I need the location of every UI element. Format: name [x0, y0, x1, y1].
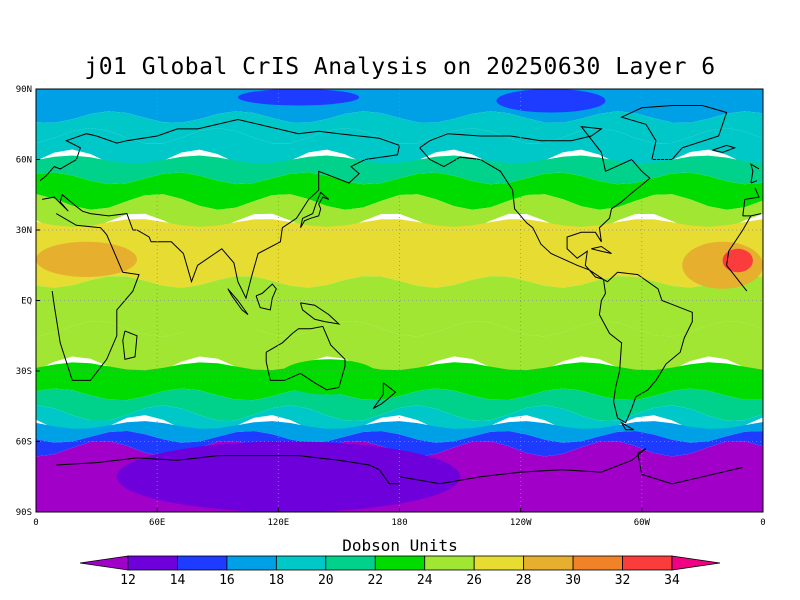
gridlines: [36, 89, 763, 512]
colorbar-segment: [424, 555, 475, 571]
colorbar-tick-label: 28: [516, 573, 532, 588]
lat-tick-label: 30S: [16, 367, 32, 377]
colorbar-tick-label: 22: [367, 573, 383, 588]
colorbar-tick-label: 12: [120, 573, 136, 588]
longitude-axis: 0 60E 120E 180 120W 60W 0: [33, 508, 766, 528]
colorbar-segment: [374, 555, 426, 571]
colorbar-tick-label: 26: [466, 573, 482, 588]
coastlines: [39, 105, 762, 485]
field-band: [36, 111, 763, 144]
coastline: [620, 105, 728, 160]
colorbar-tick-label: 32: [615, 573, 631, 588]
coastline: [51, 213, 752, 381]
colorbar-segment: [523, 555, 574, 571]
colorbar-tick-label: 34: [664, 573, 680, 588]
colorbar-segment: [226, 555, 277, 571]
coastline: [620, 421, 635, 431]
lon-tick-label: 60W: [634, 518, 651, 528]
coastline: [372, 382, 397, 410]
coastline: [122, 330, 138, 360]
colorbar-title: Dobson Units: [342, 536, 458, 555]
colorbar-tick-label: 18: [269, 573, 285, 588]
field-patch: [278, 359, 380, 395]
lat-tick-label: 90S: [16, 508, 32, 518]
coastline: [300, 302, 341, 325]
ozone-field: [36, 89, 763, 512]
lon-tick-label: 120E: [267, 518, 289, 528]
colorbar-tick-label: 24: [417, 573, 433, 588]
lat-tick-label: 60S: [16, 438, 32, 448]
field-band: [36, 430, 763, 457]
colorbar-segment: [177, 555, 228, 571]
field-patch: [237, 89, 360, 106]
colorbar: 12 14 16 18 20 22 24 26 28 30 32 34: [79, 555, 721, 588]
coastline: [419, 125, 651, 280]
coastline: [712, 144, 737, 153]
colorbar-tick-label: 16: [219, 573, 235, 588]
colorbar-segment: [473, 555, 525, 571]
colorbar-segment: [622, 555, 673, 571]
colorbar-segment: [127, 555, 178, 571]
lon-tick-label: 180: [391, 518, 407, 528]
latitude-axis: 90N 60N 30N EQ 30S 60S 90S: [16, 85, 40, 518]
coastline: [56, 448, 743, 485]
colorbar-segment: [572, 555, 623, 571]
lat-tick-label: 30N: [16, 226, 32, 236]
field-patch: [116, 441, 461, 512]
lon-tick-label: 0: [33, 518, 38, 528]
colorbar-tick-label: 20: [318, 573, 334, 588]
lon-tick-label: 0: [760, 518, 765, 528]
coastline: [265, 325, 346, 391]
colorbar-tick-label: 30: [565, 573, 581, 588]
coastline: [255, 283, 277, 311]
lat-tick-label: EQ: [21, 297, 32, 307]
colorbar-segment: [325, 555, 376, 571]
field-band: [36, 172, 763, 210]
colorbar-tick-label: 14: [170, 573, 186, 588]
coastline: [39, 118, 762, 300]
field-band: [36, 405, 763, 435]
coastline: [598, 271, 693, 424]
lon-tick-label: 120W: [510, 518, 532, 528]
coastline: [300, 191, 330, 228]
colorbar-segment: [275, 555, 327, 571]
field-band: [36, 388, 763, 421]
lat-tick-label: 60N: [16, 156, 32, 166]
field-patch: [722, 248, 753, 273]
colorbar-high-arrow: [671, 555, 721, 571]
field-patch: [36, 241, 137, 277]
field-patch: [496, 89, 606, 113]
field-band: [36, 421, 763, 443]
lat-tick-label: 90N: [16, 85, 32, 95]
colorbar-low-arrow: [79, 555, 129, 571]
coastline: [591, 245, 612, 254]
coastline: [227, 288, 249, 315]
field-patch: [157, 288, 279, 336]
coastline: [750, 163, 760, 184]
map-title: j01 Global CrIS Analysis on 20250630 Lay…: [84, 54, 716, 80]
lon-tick-label: 60E: [149, 518, 165, 528]
